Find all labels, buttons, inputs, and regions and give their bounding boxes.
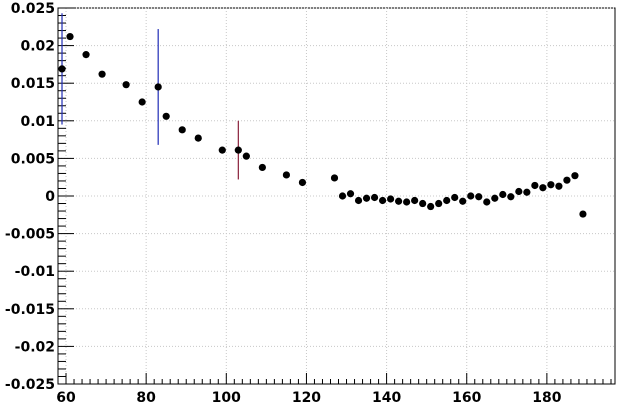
y-tick-label: -0.01 [15,264,55,280]
y-tick-label: -0.005 [5,227,55,243]
data-points [58,32,587,218]
data-point [459,197,467,205]
data-point [491,194,499,202]
y-tick-label: -0.02 [15,339,55,355]
data-point [403,198,411,206]
y-tick-label: -0.015 [5,302,55,318]
data-point [419,199,427,208]
data-point [515,187,523,196]
x-tick-label: 60 [56,390,76,406]
data-point [58,65,66,73]
x-tick-label: 160 [452,390,481,406]
x-tick-label: 180 [532,390,561,406]
x-tick-labels: 60 80 100 120 140 160 180 [56,390,561,406]
y-tick-label: 0.005 [11,151,55,167]
data-point [475,193,483,201]
data-point [178,126,186,134]
data-point [507,193,515,201]
y-tick-label: 0.02 [20,39,55,55]
data-point [338,192,347,200]
plot-frame [57,7,616,385]
data-point [571,172,579,180]
data-point [395,197,403,205]
y-tick-label: 0.01 [20,114,55,130]
data-point [467,192,475,200]
data-point [443,196,451,205]
data-point [579,210,587,218]
data-point [435,199,443,208]
x-tick-label: 140 [372,390,401,406]
x-tick-label: 100 [212,390,241,406]
data-point [483,198,491,206]
axis-ticks [57,7,612,385]
data-point [162,112,170,120]
data-point [523,188,531,196]
data-point [346,190,355,198]
data-point [154,83,162,91]
data-point [362,194,371,202]
data-point [330,174,339,182]
y-tick-labels: 0.025 0.02 0.015 0.01 0.005 0 -0.005 -0.01 -0.01… [5,1,55,393]
data-point [82,51,90,59]
y-tick-label: 0 [45,189,55,205]
data-point [539,184,547,192]
data-point [242,152,250,160]
data-point [354,196,363,205]
data-point [282,171,291,179]
x-tick-label: 120 [292,390,321,406]
x-tick-label: 80 [136,390,156,406]
data-point [138,98,146,106]
data-point [427,202,435,211]
data-point [122,81,130,89]
data-point [555,182,563,190]
data-point [258,163,266,172]
data-point [66,32,74,41]
data-point [563,176,571,184]
data-point [234,146,242,154]
data-point [547,181,555,189]
data-point [531,181,539,190]
data-point [370,193,379,202]
data-point [298,178,307,187]
data-point [98,70,106,78]
data-point [411,196,419,205]
y-tick-label: 0.015 [11,76,55,92]
y-tick-label: -0.025 [5,377,55,393]
y-tick-label: 0.025 [11,1,55,17]
data-point [378,196,387,205]
data-point [386,195,395,203]
data-point [194,134,202,142]
data-point [218,146,226,154]
data-point [499,190,507,199]
data-point [451,193,459,202]
